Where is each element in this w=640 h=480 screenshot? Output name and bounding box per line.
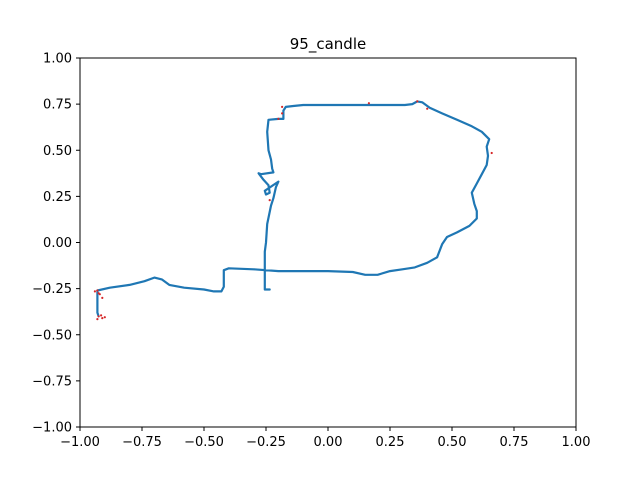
trajectory-line-1 xyxy=(96,289,100,318)
x-tick-label: −0.75 xyxy=(122,435,162,450)
x-tick-label: −0.50 xyxy=(184,435,224,450)
y-tick-label: −1.00 xyxy=(32,421,72,436)
data-point-14 xyxy=(416,100,419,103)
data-point-3 xyxy=(97,315,100,318)
data-point-13 xyxy=(490,151,493,155)
x-tick-label: 0.00 xyxy=(314,435,343,450)
data-point-12 xyxy=(367,102,370,105)
data-point-8 xyxy=(281,105,284,108)
data-point-10 xyxy=(277,117,280,120)
data-point-11 xyxy=(268,199,271,202)
plot-area xyxy=(93,100,493,321)
x-tick-label: −1.00 xyxy=(60,435,100,450)
y-tick-label: −0.75 xyxy=(32,374,72,389)
y-tick-label: 1.00 xyxy=(43,52,72,67)
x-tick-label: 0.25 xyxy=(376,435,405,450)
x-tick-label: −0.25 xyxy=(246,435,286,450)
y-tick-label: 0.50 xyxy=(43,144,72,159)
x-axis: −1.00 −0.75 −0.50 −0.25 0.00 0.25 0.50 0.75 1.00 xyxy=(60,427,590,450)
data-point-17 xyxy=(97,292,100,295)
data-point-6 xyxy=(96,318,99,321)
data-point-0 xyxy=(96,289,99,292)
x-tick-label: 0.75 xyxy=(500,435,529,450)
y-axis: 1.00 0.75 0.50 0.25 0.00 −0.25 −0.50 −0.75 −1.00 xyxy=(32,52,80,436)
x-tick-label: 1.00 xyxy=(562,435,591,450)
data-point-7 xyxy=(100,314,103,317)
y-tick-label: 0.75 xyxy=(43,98,72,113)
y-tick-label: 0.25 xyxy=(43,190,72,205)
data-point-2 xyxy=(101,296,104,299)
trajectory-line-0 xyxy=(96,100,491,293)
y-tick-label: 0.00 xyxy=(43,236,72,251)
data-point-16 xyxy=(93,290,96,293)
x-tick-label: 0.50 xyxy=(438,435,467,450)
y-tick-label: −0.25 xyxy=(32,282,72,297)
data-point-9 xyxy=(281,112,284,115)
data-point-4 xyxy=(101,317,104,320)
y-tick-label: −0.50 xyxy=(32,328,72,343)
data-point-15 xyxy=(426,107,429,110)
data-point-5 xyxy=(103,316,106,319)
chart-title: 95_candle xyxy=(290,35,366,54)
